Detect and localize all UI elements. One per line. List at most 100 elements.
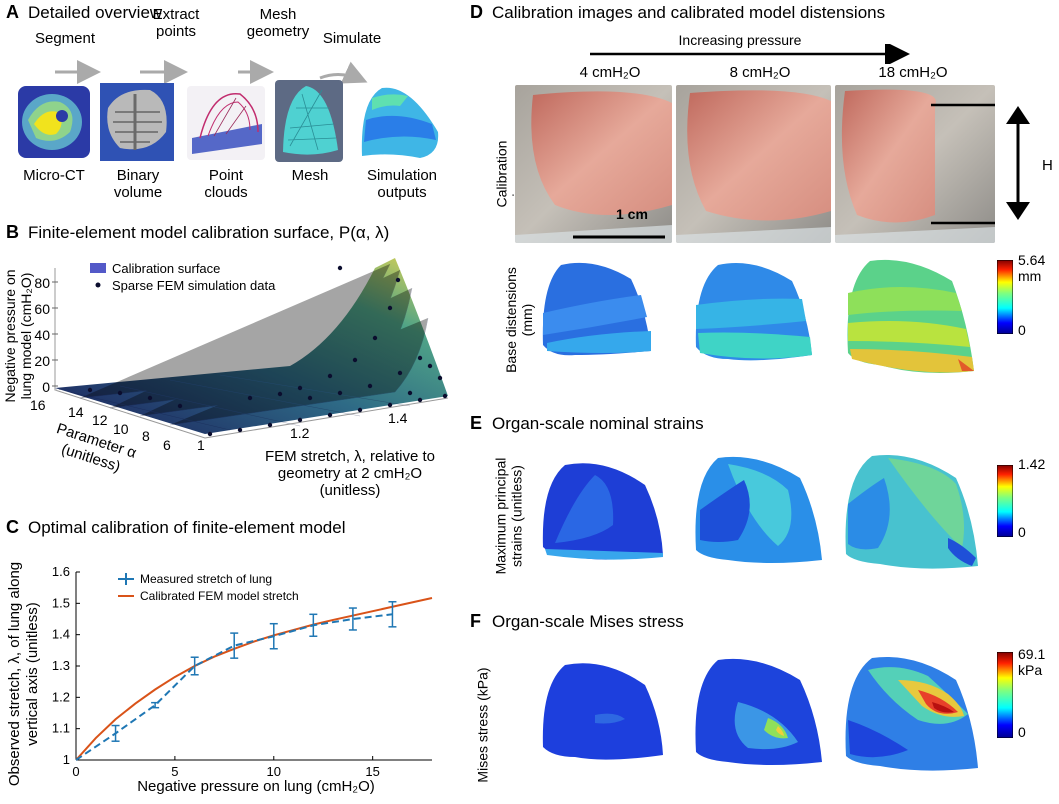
caption-point-clouds: Point clouds bbox=[204, 167, 248, 201]
panel-a-title: Detailed overview bbox=[28, 3, 163, 22]
panel-e-title: Organ-scale nominal strains bbox=[492, 414, 704, 433]
colorbar-distension bbox=[997, 260, 1013, 334]
height-arrow bbox=[1006, 106, 1030, 220]
distension-model-8 bbox=[695, 263, 812, 361]
pressure-4: 4 cmH₂O bbox=[579, 64, 641, 81]
x-tick-label: 0 bbox=[72, 764, 79, 779]
panel-b-label: B bbox=[6, 222, 19, 242]
micro-ct-image bbox=[18, 86, 90, 158]
row-label-strains-line1: Maximum principal bbox=[492, 457, 509, 575]
caption-mesh: Mesh bbox=[291, 167, 329, 184]
lambda-tick-1-2: 1.2 bbox=[290, 425, 310, 441]
z-tick-60: 60 bbox=[34, 301, 50, 317]
lambda-tick-1: 1 bbox=[197, 437, 205, 453]
z-tick-40: 40 bbox=[34, 327, 50, 343]
row-label-mises-line1: Mises stress (kPa) bbox=[474, 667, 491, 783]
panel-a-label: A bbox=[6, 2, 19, 22]
z-tick-20: 20 bbox=[34, 353, 50, 369]
mises-model-18 bbox=[845, 656, 978, 771]
step-extract-points: Extract points bbox=[152, 6, 200, 40]
lambda-axis-label-line3: (unitless) bbox=[319, 482, 381, 499]
chart-legend: Measured stretch of lung Calibrated FEM … bbox=[118, 572, 299, 603]
colorbar-distension-min: 0 bbox=[1018, 322, 1026, 338]
alpha-tick-10: 10 bbox=[113, 421, 129, 437]
calibration-photo-18 bbox=[835, 85, 995, 243]
alpha-tick-16: 16 bbox=[30, 397, 46, 413]
y-tick-label: 1.5 bbox=[52, 595, 70, 610]
y-tick-label: 1.6 bbox=[52, 564, 70, 579]
scale-bar-label: 1 cm bbox=[616, 206, 648, 222]
z-tick-80: 80 bbox=[34, 275, 50, 291]
arrow-label: Increasing pressure bbox=[678, 32, 802, 48]
height-label: H bbox=[1042, 157, 1053, 174]
colorbar-distension-max: 5.64 mm bbox=[1018, 252, 1046, 284]
mises-model-4 bbox=[542, 663, 663, 760]
legend-surface-label: Calibration surface bbox=[112, 261, 221, 276]
legend-calibrated: Calibrated FEM model stretch bbox=[140, 589, 299, 603]
fem-data-points bbox=[87, 265, 448, 437]
pressure-18: 18 cmH₂O bbox=[878, 64, 948, 81]
lambda-axis-label: FEM stretch, λ, relative to geometry at … bbox=[250, 448, 450, 499]
lambda-axis-label-line2: geometry at 2 cmH₂O bbox=[277, 465, 423, 482]
row-label-strains-line2: strains (unitless) bbox=[508, 465, 525, 567]
panel-d-label: D bbox=[470, 2, 483, 22]
panel-d-title: Calibration images and calibrated model … bbox=[492, 3, 886, 22]
strain-model-4 bbox=[542, 463, 663, 560]
legend-measured: Measured stretch of lung bbox=[140, 572, 272, 586]
colorbar-strain bbox=[997, 465, 1013, 537]
x-tick-label: 10 bbox=[267, 764, 281, 779]
pipeline-figure bbox=[18, 60, 439, 162]
distension-model-4 bbox=[542, 262, 651, 356]
panel-e-label: E bbox=[470, 413, 483, 433]
legend-data-marker bbox=[95, 282, 101, 288]
alpha-tick-14: 14 bbox=[68, 404, 84, 420]
lambda-tick-1-4: 1.4 bbox=[388, 410, 408, 426]
mises-model-8 bbox=[695, 658, 822, 765]
calibration-line-chart: 0 5 10 15 1 1.1 1.2 1.3 1.4 1.5 1.6 Measured stret… bbox=[52, 564, 433, 779]
chart-x-label: Negative pressure on lung (cmH₂O) bbox=[137, 778, 375, 795]
calibration-surface-plot bbox=[52, 258, 449, 439]
mesh-image bbox=[275, 80, 343, 162]
calibrated-fem-line bbox=[75, 597, 433, 761]
legend-surface-swatch bbox=[90, 263, 106, 273]
chart-y-label: Observed stretch, λ, of lung along verti… bbox=[6, 561, 41, 787]
calibration-photo-8 bbox=[676, 85, 831, 243]
panel-b-title: Finite-element model calibration surface… bbox=[28, 223, 390, 242]
y-tick-label: 1.3 bbox=[52, 658, 70, 673]
row-label-calibration-line1: Calibration bbox=[493, 140, 510, 208]
colorbar-mises-max: 69.1 kPa bbox=[1018, 646, 1046, 678]
alpha-tick-8: 8 bbox=[142, 428, 150, 444]
calibration-surface bbox=[55, 258, 448, 434]
alpha-tick-6: 6 bbox=[163, 437, 171, 453]
x-tick-label: 5 bbox=[171, 764, 178, 779]
z-tick-0: 0 bbox=[42, 379, 50, 395]
colorbar-strain-min: 0 bbox=[1018, 524, 1026, 540]
row-label-distension-line2: (mm) bbox=[518, 303, 535, 337]
colorbar-mises-min: 0 bbox=[1018, 724, 1026, 740]
caption-binary-volume: Binary volume bbox=[113, 167, 163, 201]
y-tick-label: 1 bbox=[63, 752, 70, 767]
step-segment: Segment bbox=[34, 30, 96, 47]
strain-model-8 bbox=[695, 456, 822, 563]
caption-micro-ct: Micro-CT bbox=[23, 167, 85, 184]
lambda-axis-label-line1: FEM stretch, λ, relative to bbox=[264, 448, 436, 465]
panel-c-label: C bbox=[6, 517, 19, 537]
binary-volume-image bbox=[100, 83, 174, 161]
panel-f-label: F bbox=[470, 611, 481, 631]
y-tick-label: 1.1 bbox=[52, 721, 70, 736]
panel-f-title: Organ-scale Mises stress bbox=[492, 612, 684, 631]
distension-model-18 bbox=[847, 259, 974, 373]
x-tick-label: 15 bbox=[365, 764, 379, 779]
increasing-pressure-arrow bbox=[590, 44, 910, 64]
row-label-strains: Maximum principal strains (unitless) bbox=[492, 458, 524, 575]
row-label-distension-line1: Base distensions bbox=[502, 267, 519, 373]
alpha-tick-12: 12 bbox=[92, 412, 108, 428]
chart-series bbox=[75, 597, 433, 761]
colorbar-mises bbox=[997, 652, 1013, 738]
step-simulate: Simulate bbox=[322, 30, 382, 47]
point-cloud-image bbox=[187, 86, 265, 160]
step-mesh-geometry: Mesh geometry bbox=[246, 6, 310, 40]
legend-data-label: Sparse FEM simulation data bbox=[112, 278, 276, 293]
strain-model-18 bbox=[845, 454, 978, 569]
z-axis-label: Negative pressure on lung model (cmH₂O) bbox=[2, 269, 34, 403]
